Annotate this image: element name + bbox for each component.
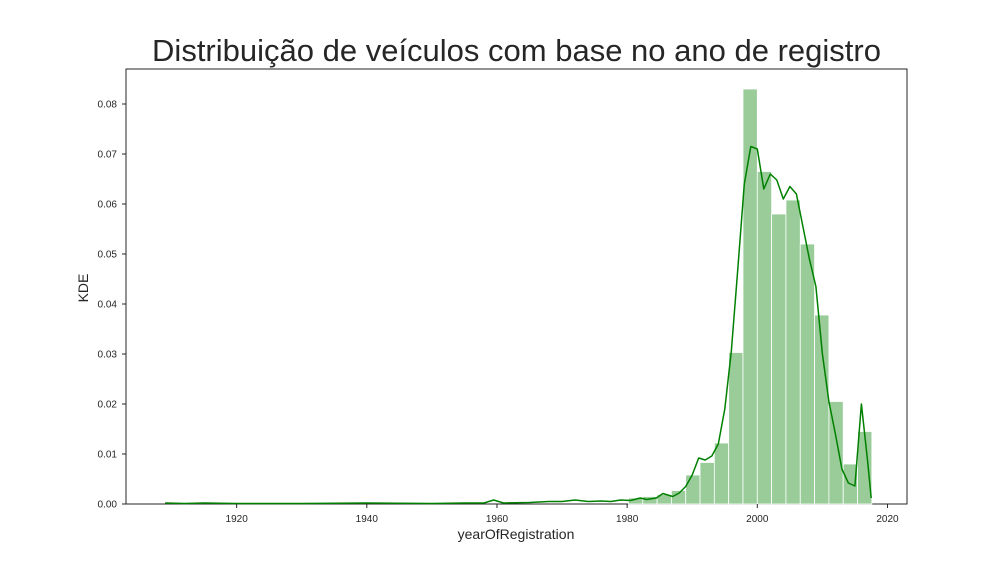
histogram-bar bbox=[699, 462, 715, 505]
y-tick-label: 0.02 bbox=[98, 400, 118, 411]
x-axis: 1920 1940 1960 1980 2000 2020 bbox=[226, 504, 899, 525]
plot-frame bbox=[125, 68, 908, 505]
histogram-bar bbox=[728, 352, 744, 505]
histogram-bar bbox=[771, 213, 787, 505]
x-tick-label: 1960 bbox=[486, 514, 509, 525]
x-tick-label: 2020 bbox=[876, 514, 899, 525]
y-tick-label: 0.06 bbox=[98, 200, 118, 211]
y-tick-label: 0.05 bbox=[98, 250, 118, 261]
histogram-bars bbox=[628, 88, 873, 505]
histogram-bar bbox=[785, 199, 801, 505]
y-axis-label: KDE bbox=[75, 274, 91, 303]
y-tick-label: 0.08 bbox=[98, 100, 118, 111]
histogram-bar bbox=[713, 442, 730, 505]
x-tick-label: 1980 bbox=[616, 514, 639, 525]
x-tick-label: 2000 bbox=[746, 514, 769, 525]
kde-line bbox=[165, 145, 872, 505]
y-axis: 0.00 0.01 0.02 0.03 0.04 0.05 0.06 0.07 0.08 bbox=[98, 100, 126, 511]
chart-title: Distribuição de veículos com base no ano… bbox=[152, 33, 881, 68]
x-tick-label: 1920 bbox=[226, 514, 249, 525]
histogram-bar bbox=[799, 243, 815, 505]
y-tick-label: 0.00 bbox=[98, 500, 118, 511]
x-axis-label: yearOfRegistration bbox=[458, 526, 575, 542]
y-tick-label: 0.07 bbox=[98, 150, 118, 161]
histogram-bar bbox=[828, 401, 844, 505]
histogram-bar bbox=[685, 474, 701, 505]
y-tick-label: 0.03 bbox=[98, 350, 118, 361]
x-tick-label: 1940 bbox=[356, 514, 379, 525]
y-tick-label: 0.04 bbox=[98, 300, 118, 311]
kde-layer bbox=[165, 145, 872, 505]
histogram-bar bbox=[857, 431, 873, 505]
histogram-bar bbox=[756, 171, 773, 505]
y-tick-label: 0.01 bbox=[98, 450, 118, 461]
